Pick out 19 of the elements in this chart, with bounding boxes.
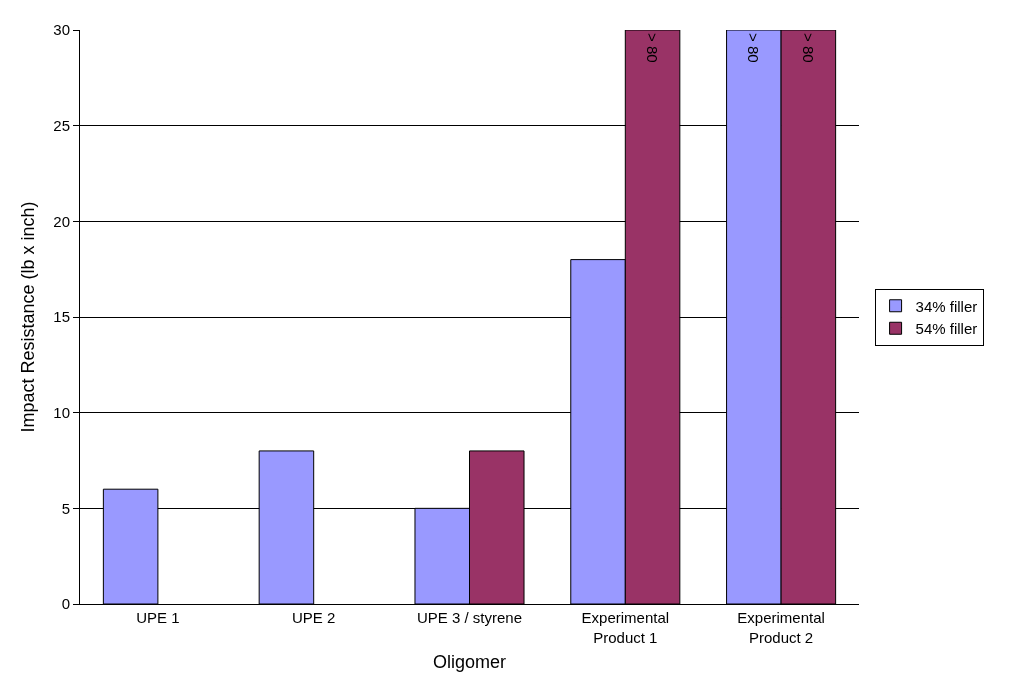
data-label: > 80 (799, 33, 817, 63)
y-tick-label: 30 (53, 21, 70, 39)
y-tick-label: 5 (61, 499, 70, 517)
x-tick-label: Experimental Product 1 (581, 609, 670, 646)
legend-label: 54% filler (915, 320, 978, 338)
y-tick-label: 20 (53, 212, 70, 230)
x-tick-label: UPE 3 / styrene (416, 609, 523, 626)
x-axis-title: Oligomer (432, 652, 507, 672)
x-tick-label: UPE 1 (136, 609, 180, 626)
data-label: > 80 (745, 33, 763, 63)
y-axis-title: Impact Resistance (lb x inch) (18, 201, 38, 433)
y-tick-label: 15 (53, 308, 70, 326)
y-tick-label: 25 (53, 116, 70, 134)
y-tick-label: 0 (61, 595, 70, 613)
legend-label: 34% filler (915, 297, 978, 315)
y-tick-label: 10 (53, 403, 70, 421)
x-tick-label: Experimental Product 2 (737, 609, 825, 646)
x-tick-label: UPE 2 (292, 609, 336, 626)
data-label: > 80 (644, 33, 662, 63)
